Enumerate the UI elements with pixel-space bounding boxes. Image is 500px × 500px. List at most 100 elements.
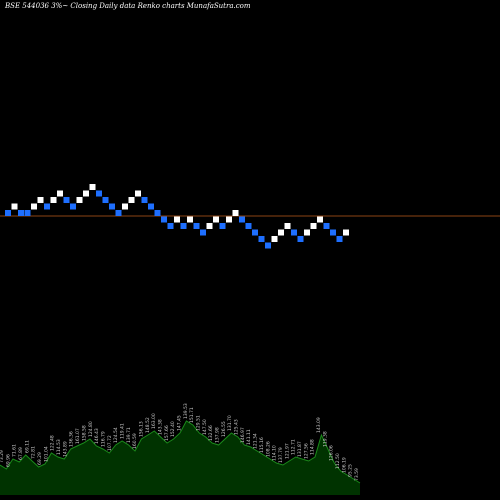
renko-brick-up <box>343 229 349 236</box>
renko-brick-down <box>258 236 265 242</box>
renko-brick-down <box>154 210 161 216</box>
volume-label: 126.55 <box>221 421 227 437</box>
renko-brick-down <box>44 203 50 210</box>
renko-brick-down <box>245 223 252 229</box>
renko-brick-up <box>11 203 18 210</box>
volume-label: 129.51 <box>196 415 202 431</box>
volume-label: 112.50 <box>335 453 341 469</box>
renko-brick-down <box>193 223 200 229</box>
renko-brick-up <box>278 229 284 236</box>
renko-brick-down <box>63 197 70 203</box>
renko-brick-down <box>96 190 102 197</box>
renko-brick-down <box>323 223 330 229</box>
volume-label: 69.96 <box>5 454 11 467</box>
renko-brick-down <box>330 229 336 236</box>
renko-brick-down <box>148 203 154 210</box>
renko-brick-up <box>31 203 37 210</box>
volume-label: 101.04 <box>43 446 49 462</box>
renko-brick-up <box>187 216 193 223</box>
renko-brick-up <box>57 190 63 197</box>
volume-label: 137.79 <box>278 447 284 463</box>
volume-label: 141.11 <box>246 429 252 445</box>
renko-brick-down <box>297 236 304 242</box>
volume-label: 152.40 <box>170 421 176 437</box>
renko-brick-down <box>70 203 76 210</box>
volume-label: 69.29 <box>37 452 43 465</box>
volume-label: 126.06 <box>329 445 335 461</box>
volume-label: 151.71 <box>189 407 195 423</box>
volume-label: 124.80 <box>88 421 94 437</box>
volume-label: 156.13 <box>139 421 145 437</box>
volume-label: 131.87 <box>297 441 303 457</box>
renko-brick-up <box>37 197 44 203</box>
renko-brick-down <box>252 229 258 236</box>
renko-brick-down <box>219 223 226 229</box>
volume-label: 73.29 <box>0 450 5 463</box>
volume-label: 146.43 <box>94 428 100 444</box>
renko-bricks <box>5 184 349 249</box>
volume-label: 163.00 <box>151 413 157 429</box>
renko-brick-up <box>135 190 141 197</box>
renko-brick-down <box>161 216 167 223</box>
renko-brick-up <box>317 216 323 223</box>
volume-label: 71.61 <box>12 444 18 457</box>
renko-brick-down <box>265 242 271 249</box>
volume-label: 121.34 <box>253 433 259 449</box>
volume-label: 72.81 <box>31 446 37 459</box>
volume-label: 106.19 <box>341 457 347 473</box>
volume-label: 160.59 <box>132 433 138 449</box>
volume-label: 114.88 <box>310 439 316 455</box>
volume-label: 108.26 <box>265 441 271 457</box>
volume-label: 95.25 <box>348 464 354 477</box>
volume-label: 158.58 <box>81 425 87 441</box>
volume-label: 139.53 <box>183 403 189 419</box>
renko-brick-down <box>180 223 187 229</box>
volume-label: 148.52 <box>145 417 151 433</box>
renko-brick-up <box>89 184 96 190</box>
renko-brick-up <box>304 229 310 236</box>
volume-label: 114.10 <box>272 445 278 461</box>
renko-brick-down <box>102 197 109 203</box>
volume-label: 119.38 <box>322 431 328 447</box>
volume-label: 69.11 <box>24 440 30 453</box>
volume-label: 73.59 <box>354 468 360 481</box>
volume-label: 114.53 <box>56 439 62 455</box>
renko-brick-down <box>141 197 148 203</box>
renko-brick-up <box>83 190 89 197</box>
volume-label: 143.38 <box>158 419 164 435</box>
renko-brick-down <box>239 216 245 223</box>
volume-label: 143.09 <box>316 417 322 433</box>
renko-brick-down <box>109 203 115 210</box>
volume-label: 67.89 <box>18 447 24 460</box>
volume-label: 127.56 <box>303 443 309 459</box>
volume-label: 139.71 <box>126 427 132 443</box>
volume-label: 143.89 <box>62 441 68 457</box>
renko-brick-down <box>24 210 31 216</box>
renko-brick-up <box>226 216 232 223</box>
renko-brick-up <box>232 210 239 216</box>
renko-brick-up <box>76 197 83 203</box>
renko-brick-down <box>291 229 297 236</box>
volume-label: 136.36 <box>69 431 75 447</box>
renko-brick-up <box>271 236 278 242</box>
volume-label: 119.41 <box>119 423 125 439</box>
volume-label: 107.72 <box>107 435 113 451</box>
volume-label: 115.16 <box>259 437 265 453</box>
volume-label: 147.50 <box>202 419 208 435</box>
renko-brick-up <box>50 197 57 203</box>
renko-brick-up <box>213 216 219 223</box>
volume-label: 125.43 <box>234 419 240 435</box>
chart-title: BSE 544036 3%~ Closing Daily data Renko … <box>5 2 251 10</box>
volume-label: 147.45 <box>177 415 183 431</box>
renko-brick-up <box>206 223 213 229</box>
renko-brick-down <box>115 210 122 216</box>
renko-brick-up <box>174 216 180 223</box>
renko-brick-up <box>122 203 128 210</box>
renko-brick-down <box>200 229 206 236</box>
volume-label: 132.66 <box>208 425 214 441</box>
renko-brick-up <box>310 223 317 229</box>
volume-label: 116.79 <box>100 431 106 447</box>
renko-brick-down <box>167 223 174 229</box>
